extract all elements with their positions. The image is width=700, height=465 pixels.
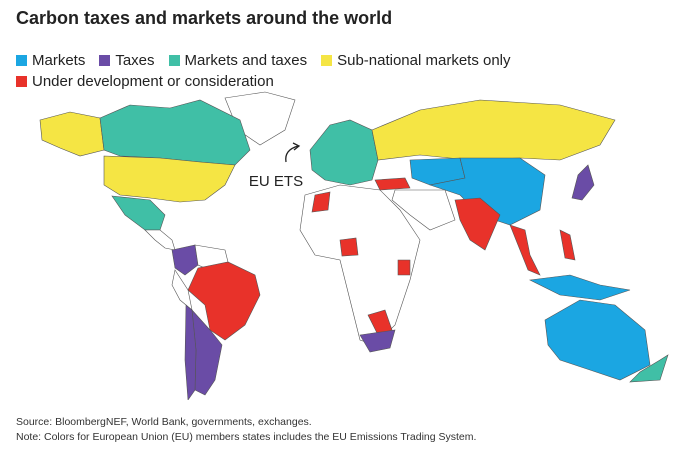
japan	[571, 164, 595, 201]
legend-label: Taxes	[115, 52, 155, 69]
turkey	[374, 177, 411, 191]
legend-item: Taxes	[99, 52, 155, 69]
russia	[371, 99, 616, 161]
zimbabwe	[367, 309, 393, 336]
indonesia	[528, 274, 631, 301]
legend-item: Markets and taxes	[168, 52, 308, 69]
legend-label: Markets and taxes	[184, 52, 308, 69]
annotation-arrow	[285, 145, 299, 163]
note: Note: Colors for European Union (EU) mem…	[16, 431, 477, 443]
title: Carbon taxes and markets around the worl…	[16, 8, 393, 28]
nigeria	[339, 237, 359, 257]
legend-swatch	[321, 55, 333, 66]
australia	[544, 299, 651, 381]
central-america	[144, 229, 176, 251]
legend-swatch	[16, 55, 27, 66]
annotation-arrowhead	[292, 142, 301, 151]
canada	[99, 99, 251, 166]
legend-item: Under development or consideration	[16, 73, 274, 90]
alaska	[39, 111, 105, 157]
morocco	[311, 191, 331, 213]
legend-item: Sub-national markets only	[321, 52, 511, 69]
source: Source: BloombergNEF, World Bank, govern…	[16, 416, 312, 428]
mexico	[111, 195, 166, 231]
legend: Markets Taxes Markets and taxes Sub-nationa…	[16, 52, 556, 90]
world-map: EU ETS	[39, 91, 669, 400]
legend-label: Sub-national markets only	[337, 52, 511, 69]
legend-label: Markets	[32, 52, 86, 69]
legend-item: Markets	[16, 52, 85, 69]
new-zealand	[629, 354, 669, 383]
legend-label: Under development or consideration	[32, 73, 274, 90]
south-africa	[359, 329, 396, 353]
europe	[309, 119, 379, 186]
chile	[184, 304, 197, 400]
philippines	[559, 229, 576, 261]
brazil	[187, 261, 261, 341]
annotation: EU ETS	[249, 173, 303, 190]
legend-swatch	[168, 55, 180, 66]
middle-east	[391, 189, 456, 231]
usa	[103, 155, 236, 203]
legend-swatch	[99, 55, 111, 66]
india	[454, 197, 501, 251]
colombia	[171, 244, 199, 276]
legend-swatch	[16, 76, 27, 87]
kenya	[397, 259, 411, 276]
southeast-asia	[509, 224, 541, 276]
